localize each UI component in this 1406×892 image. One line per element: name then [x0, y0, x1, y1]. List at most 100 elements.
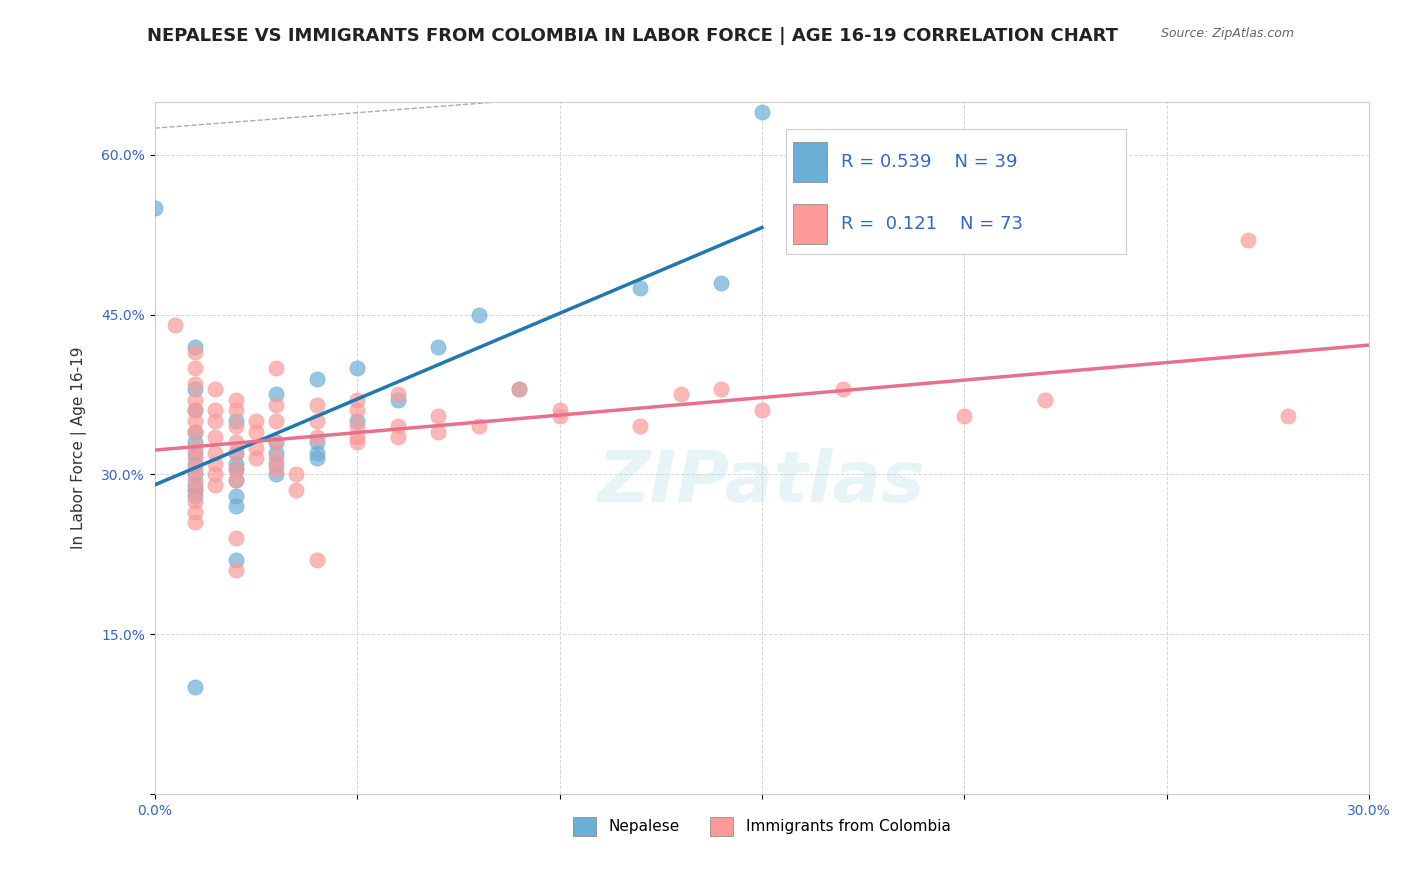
Point	[264, 462, 287, 476]
Legend: Nepalese, Immigrants from Colombia: Nepalese, Immigrants from Colombia	[568, 811, 956, 842]
Point	[184, 446, 207, 460]
Point	[184, 681, 207, 695]
Point	[751, 105, 773, 120]
Point	[225, 473, 247, 487]
Point	[225, 462, 247, 476]
Point	[387, 387, 409, 401]
Text: NEPALESE VS IMMIGRANTS FROM COLOMBIA IN LABOR FORCE | AGE 16-19 CORRELATION CHAR: NEPALESE VS IMMIGRANTS FROM COLOMBIA IN …	[148, 27, 1118, 45]
Point	[245, 451, 267, 466]
Text: ZIPatlas: ZIPatlas	[598, 448, 925, 516]
Point	[225, 500, 247, 514]
Point	[184, 403, 207, 417]
Point	[427, 340, 450, 354]
Point	[225, 489, 247, 503]
Point	[427, 409, 450, 423]
Point	[225, 403, 247, 417]
Point	[669, 387, 692, 401]
Point	[225, 563, 247, 577]
Point	[184, 435, 207, 450]
Point	[225, 473, 247, 487]
Point	[225, 414, 247, 428]
Point	[508, 382, 530, 396]
Point	[346, 392, 368, 407]
Point	[346, 403, 368, 417]
Point	[184, 483, 207, 498]
Point	[508, 382, 530, 396]
Point	[346, 414, 368, 428]
Y-axis label: In Labor Force | Age 16-19: In Labor Force | Age 16-19	[72, 346, 87, 549]
Point	[831, 382, 853, 396]
Point	[710, 382, 733, 396]
Point	[225, 552, 247, 566]
Point	[387, 419, 409, 434]
Point	[387, 430, 409, 444]
Point	[225, 446, 247, 460]
Point	[225, 419, 247, 434]
Point	[184, 403, 207, 417]
Point	[467, 419, 489, 434]
Point	[305, 371, 328, 385]
Point	[184, 340, 207, 354]
Point	[1033, 392, 1056, 407]
Point	[1277, 409, 1299, 423]
Point	[184, 467, 207, 482]
Text: Source: ZipAtlas.com: Source: ZipAtlas.com	[1160, 27, 1294, 40]
Point	[630, 281, 652, 295]
Point	[184, 360, 207, 375]
Point	[184, 425, 207, 439]
Point	[264, 414, 287, 428]
Point	[264, 360, 287, 375]
Point	[305, 414, 328, 428]
Point	[548, 409, 571, 423]
Point	[467, 308, 489, 322]
Point	[264, 398, 287, 412]
Point	[305, 451, 328, 466]
Point	[285, 467, 308, 482]
Point	[184, 392, 207, 407]
Point	[953, 409, 976, 423]
Point	[184, 505, 207, 519]
Point	[305, 435, 328, 450]
Point	[346, 360, 368, 375]
Point	[346, 430, 368, 444]
Point	[264, 467, 287, 482]
Point	[184, 414, 207, 428]
Point	[346, 419, 368, 434]
Point	[264, 435, 287, 450]
Point	[184, 457, 207, 471]
Point	[387, 392, 409, 407]
Point	[184, 382, 207, 396]
Point	[184, 516, 207, 530]
Point	[184, 344, 207, 359]
Point	[184, 462, 207, 476]
Point	[225, 457, 247, 471]
Point	[184, 494, 207, 508]
Point	[751, 403, 773, 417]
Point	[204, 467, 226, 482]
Point	[184, 483, 207, 498]
Point	[305, 446, 328, 460]
Point	[245, 414, 267, 428]
Point	[204, 430, 226, 444]
Point	[245, 425, 267, 439]
Point	[204, 403, 226, 417]
Point	[204, 382, 226, 396]
Point	[346, 435, 368, 450]
Point	[184, 473, 207, 487]
Point	[143, 201, 166, 215]
Point	[163, 318, 186, 333]
Point	[184, 441, 207, 455]
Point	[204, 446, 226, 460]
Point	[710, 276, 733, 290]
Point	[264, 446, 287, 460]
Point	[305, 398, 328, 412]
Point	[204, 478, 226, 492]
Point	[225, 435, 247, 450]
Point	[264, 435, 287, 450]
Point	[184, 478, 207, 492]
Point	[225, 392, 247, 407]
Point	[225, 462, 247, 476]
Point	[427, 425, 450, 439]
Point	[184, 451, 207, 466]
Point	[285, 483, 308, 498]
